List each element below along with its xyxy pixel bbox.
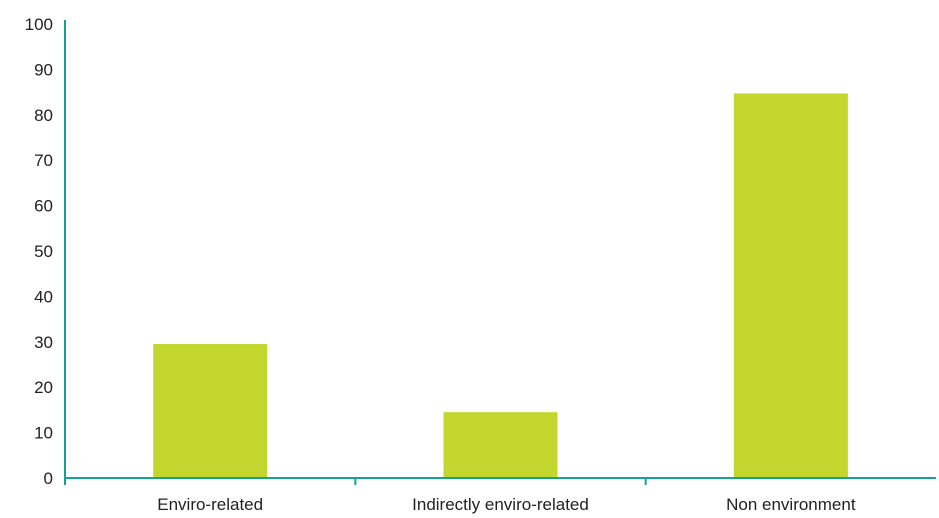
y-tick-label: 10: [34, 424, 53, 443]
bar-2: [443, 412, 558, 478]
bar-3: [733, 93, 848, 478]
bars-group: [153, 93, 848, 478]
y-tick-label: 30: [34, 333, 53, 352]
y-tick-label: 50: [34, 242, 53, 261]
y-tick-label: 80: [34, 106, 53, 125]
x-category-label: Indirectly enviro-related: [412, 495, 589, 514]
y-tick-label: 60: [34, 197, 53, 216]
x-axis-labels: Enviro-related Indirectly enviro-related N…: [157, 495, 856, 514]
y-tick-label: 100: [25, 15, 53, 34]
x-category-label: Enviro-related: [157, 495, 263, 514]
y-tick-label: 70: [34, 151, 53, 170]
y-tick-label: 0: [44, 469, 53, 488]
axes-group: [64, 20, 936, 485]
y-tick-label: 90: [34, 60, 53, 79]
x-category-label: Non environment: [726, 495, 856, 514]
y-tick-label: 20: [34, 378, 53, 397]
y-tick-label: 40: [34, 287, 53, 306]
y-axis-ticks: 0 10 20 30 40 50 60 70 80 90 100: [25, 15, 53, 488]
bar-1: [153, 344, 268, 478]
